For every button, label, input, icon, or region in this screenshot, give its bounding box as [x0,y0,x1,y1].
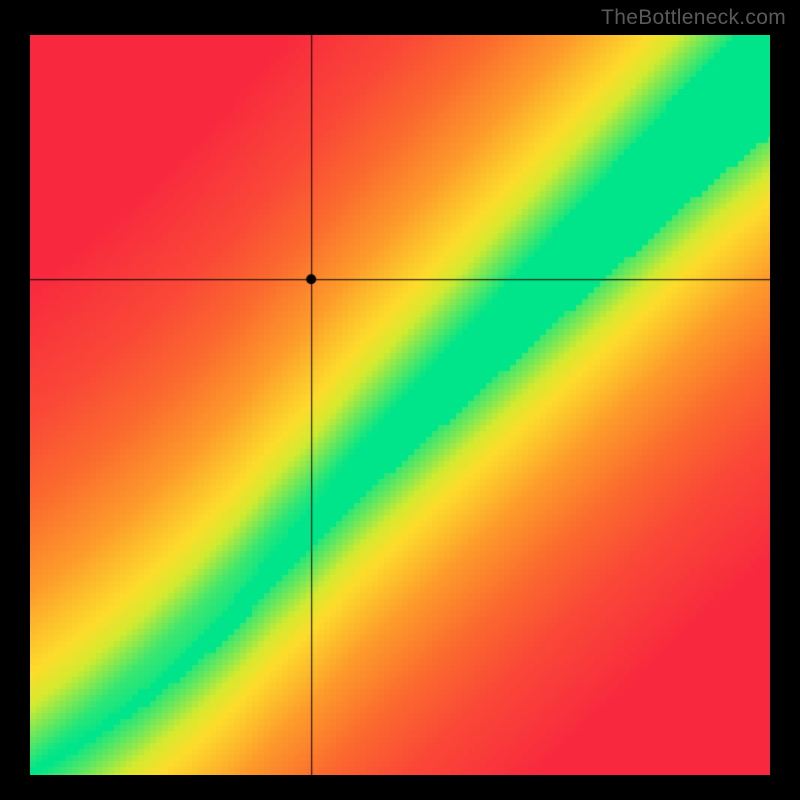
heatmap-canvas [30,35,770,775]
heatmap-plot [30,35,770,775]
watermark-text: TheBottleneck.com [601,6,786,30]
chart-container: TheBottleneck.com [0,0,800,800]
